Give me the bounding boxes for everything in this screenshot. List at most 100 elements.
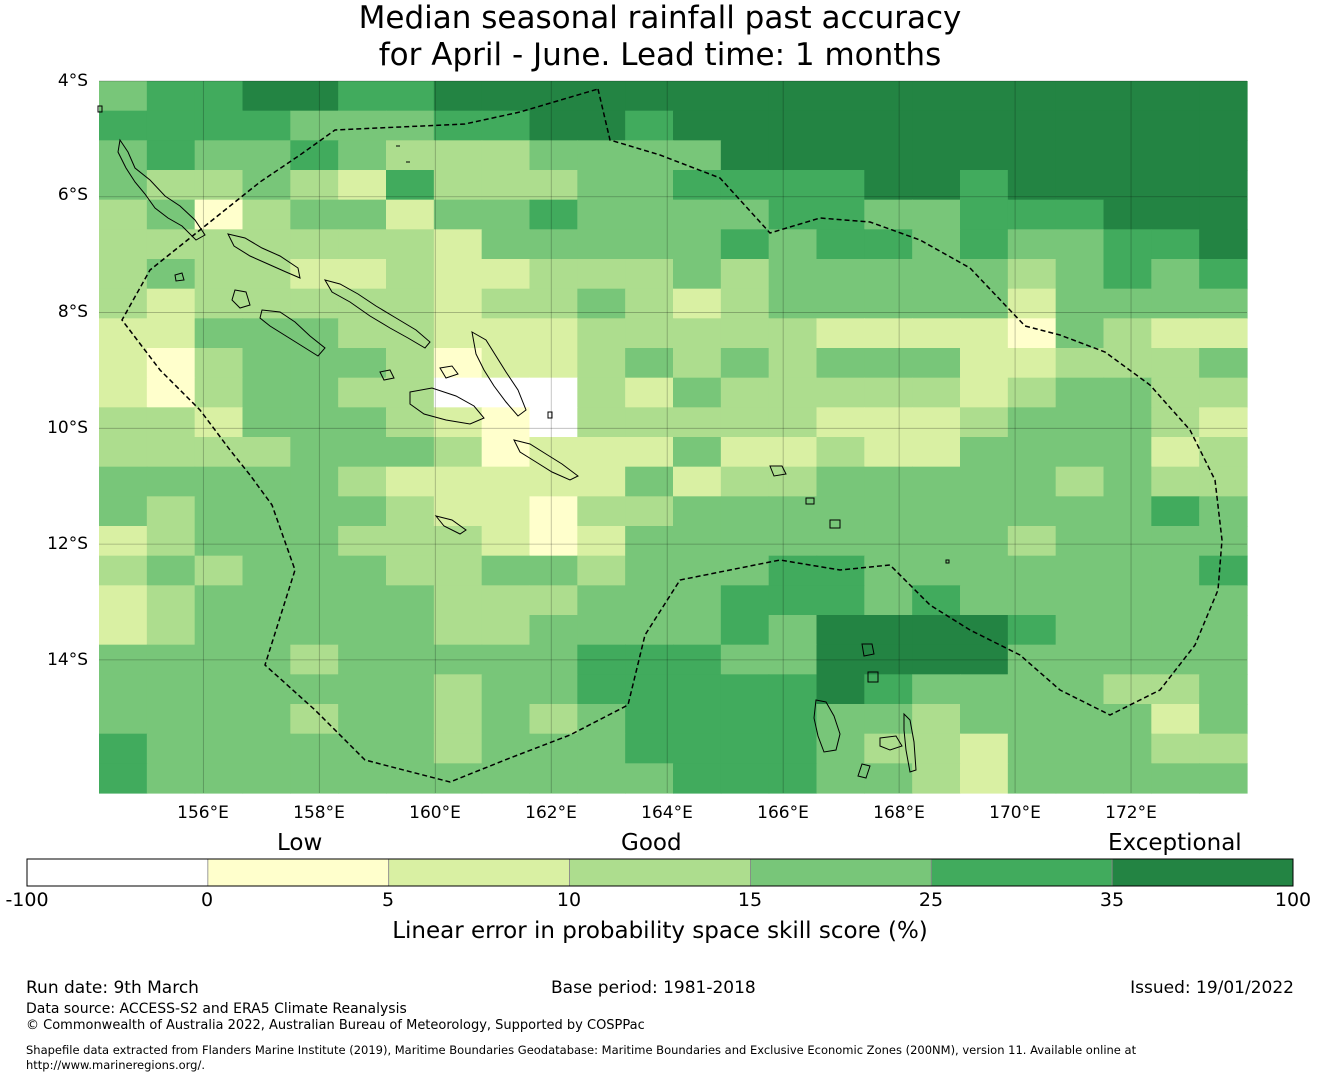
skill-cell (816, 585, 865, 616)
skill-cell (481, 437, 531, 468)
lat-label-12s: 12°S (47, 534, 88, 554)
skill-cell (816, 170, 865, 201)
skill-cell (146, 170, 196, 201)
skill-cell (1151, 259, 1200, 290)
skill-cell (99, 377, 148, 408)
skill-cell (1007, 526, 1057, 557)
skill-cell (1007, 496, 1057, 527)
island-vanikoro (829, 519, 841, 529)
category-exceptional: Exceptional (1108, 830, 1242, 856)
island-santa-isabel (323, 279, 431, 349)
skill-cell (146, 496, 196, 527)
skill-cell (1199, 733, 1248, 764)
lon-label-162e: 162°E (525, 803, 577, 823)
skill-cell (720, 407, 770, 438)
skill-cell (577, 229, 626, 260)
skill-cell (481, 170, 531, 201)
skill-cell (386, 259, 435, 290)
skill-cell (242, 348, 291, 379)
skill-cell (673, 199, 722, 230)
skill-cell (1007, 377, 1057, 408)
skill-cell (338, 437, 387, 468)
skill-cell (673, 170, 722, 201)
skill-cell (529, 585, 578, 616)
skill-cell (720, 377, 770, 408)
skill-cell (290, 466, 339, 497)
skill-cell (912, 704, 961, 735)
skill-cell (673, 259, 722, 290)
skill-cell (768, 466, 818, 497)
skill-cell (529, 437, 578, 468)
colorbar-border (26, 858, 1294, 887)
skill-cell (99, 199, 148, 230)
colorbar-tick-35: 35 (1099, 889, 1125, 911)
skill-cell (577, 585, 626, 616)
skill-cell (433, 199, 483, 230)
skill-cell (194, 704, 244, 735)
skill-cell (481, 81, 531, 112)
skill-cell (194, 81, 244, 112)
skill-cell (242, 466, 291, 497)
skill-cell (386, 615, 435, 646)
colorbar-segment (207, 858, 390, 887)
island-sikaiana (547, 411, 553, 419)
skill-cell (864, 318, 913, 349)
skill-cell (673, 288, 722, 319)
skill-cell (1103, 526, 1152, 557)
skill-cell (960, 229, 1009, 260)
skill-cell (625, 229, 674, 260)
skill-cell (481, 466, 531, 497)
skill-cell (146, 199, 196, 230)
skill-cell (290, 288, 339, 319)
skill-cell (338, 377, 387, 408)
skill-cell (960, 555, 1009, 586)
skill-cell (242, 704, 291, 735)
skill-cell (99, 229, 148, 260)
skill-cell (99, 110, 148, 141)
skill-cell (720, 199, 770, 230)
skill-cell (1055, 496, 1105, 527)
coastlines (97, 105, 950, 779)
skill-cell (960, 496, 1009, 527)
skill-cell (338, 555, 387, 586)
skill-cell (529, 466, 578, 497)
skill-cell (1103, 437, 1152, 468)
skill-cell (433, 526, 483, 557)
skill-cell (481, 674, 531, 705)
skill-cell (290, 496, 339, 527)
skill-cell (1007, 704, 1057, 735)
skill-cell (720, 348, 770, 379)
skill-cell (481, 555, 531, 586)
skill-cell (673, 110, 722, 141)
island-malakula (879, 735, 903, 751)
skill-cell (1055, 763, 1105, 794)
colorbar-segment (388, 858, 570, 887)
lat-label-4s: 4°S (57, 71, 88, 91)
skill-cell (242, 733, 291, 764)
skill-cell (529, 555, 578, 586)
skill-cell (912, 348, 961, 379)
skill-cell (529, 407, 578, 438)
skill-cell (816, 81, 865, 112)
skill-cell (1007, 644, 1057, 675)
skill-cell (338, 407, 387, 438)
skill-cell (1007, 229, 1057, 260)
skill-cell (864, 377, 913, 408)
skill-cell (720, 259, 770, 290)
skill-cell (768, 763, 818, 794)
skill-cell (481, 199, 531, 230)
skill-cell (242, 526, 291, 557)
skill-cell (433, 170, 483, 201)
skill-cell (99, 496, 148, 527)
skill-cell (1151, 585, 1200, 616)
skill-cell (960, 644, 1009, 675)
skill-cell (146, 644, 196, 675)
skill-cell (290, 377, 339, 408)
skill-cell (864, 644, 913, 675)
skill-cell (386, 348, 435, 379)
skill-cell (146, 229, 196, 260)
skill-cell (1199, 496, 1248, 527)
skill-cell (386, 229, 435, 260)
skill-cell (1103, 585, 1152, 616)
skill-cell (577, 140, 626, 171)
